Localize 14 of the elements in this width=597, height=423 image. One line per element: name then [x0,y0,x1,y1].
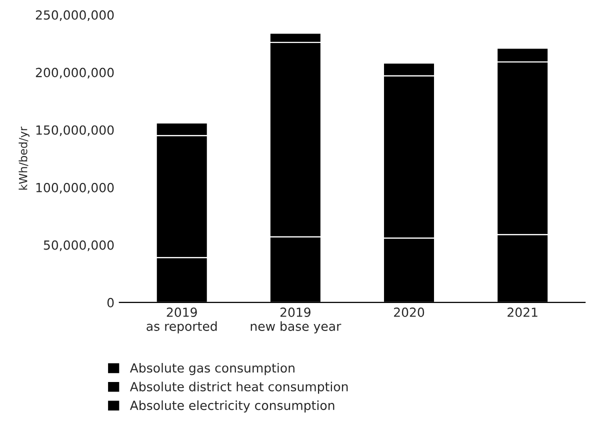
y-tick-label: 0 [107,298,114,308]
x-tick-label: 2019 as reported [146,308,217,334]
y-tick-label: 100,000,000 [36,182,114,194]
x-tick-label: 2019 new base year [250,308,342,334]
legend-label: Absolute electricity consumption [130,400,334,413]
y-tick-label: 50,000,000 [44,240,114,252]
y-tick-label: 250,000,000 [36,10,114,22]
x-tick-label: 2021 [508,308,538,317]
x-tick-label: 2020 [394,308,424,317]
legend-label: Absolute district heat consumption [130,382,348,394]
y-tick-label: 150,000,000 [36,125,114,136]
y-tick-label: 200,000,000 [36,68,114,79]
legend-label: Absolute gas consumption [130,362,294,376]
y-axis-title: kWh/bed/yr [18,126,30,190]
